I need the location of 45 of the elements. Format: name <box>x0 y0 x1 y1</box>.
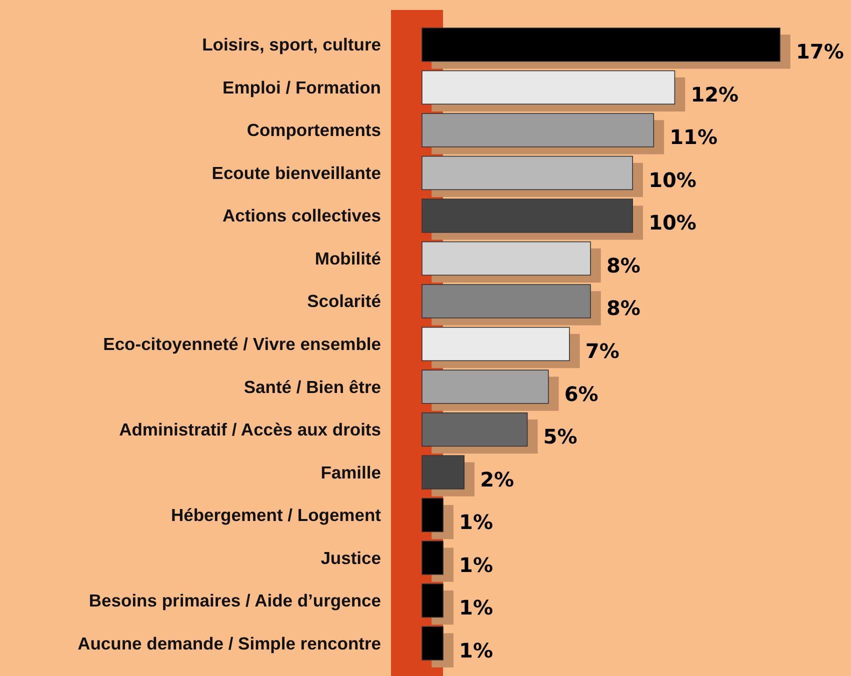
data-label: 6% <box>564 382 598 406</box>
y-tick-label: Emploi / Formation <box>222 77 381 98</box>
y-tick-label: Justice <box>320 548 382 568</box>
y-tick-label: Comportements <box>246 120 382 140</box>
bar <box>422 28 780 62</box>
bar <box>422 241 591 276</box>
bar <box>422 198 633 233</box>
y-tick-label: Santé / Bien être <box>244 376 382 397</box>
data-label: 10% <box>648 168 696 192</box>
bar <box>422 70 676 105</box>
data-label: 11% <box>670 125 718 150</box>
data-label: 1% <box>459 510 494 534</box>
bar <box>422 412 528 447</box>
bar <box>422 113 654 148</box>
bar <box>422 583 444 618</box>
y-tick-label: Scolarité <box>307 291 382 312</box>
data-label: 1% <box>459 596 494 620</box>
bar <box>422 370 549 404</box>
data-label: 8% <box>606 296 640 320</box>
y-tick-label: Ecoute bienveillante <box>212 162 382 183</box>
y-tick-label: Hébergement / Logement <box>170 505 382 526</box>
data-label: 17% <box>796 40 844 64</box>
bar <box>422 156 633 190</box>
data-label: 1% <box>459 638 494 662</box>
data-label: 5% <box>543 424 578 449</box>
y-tick-label: Actions collectives <box>222 206 382 226</box>
data-label: 12% <box>690 82 739 106</box>
bar <box>422 498 444 532</box>
data-label: 10% <box>648 210 696 235</box>
data-label: 1% <box>459 552 494 577</box>
data-label: 7% <box>585 339 620 363</box>
y-tick-label: Eco-citoyenneté / Vivre ensemble <box>103 334 382 354</box>
bar <box>422 626 444 660</box>
y-tick-label: Loisirs, sport, culture <box>202 34 382 55</box>
bar <box>422 540 444 575</box>
y-tick-label: Besoins primaires / Aide d’urgence <box>88 590 382 611</box>
y-tick-label: Aucune demande / Simple rencontre <box>78 633 382 654</box>
y-tick-label: Administratif / Accès aux droits <box>119 420 382 440</box>
y-tick-label: Mobilité <box>314 248 382 268</box>
y-tick-label: Famille <box>320 462 382 482</box>
data-label: 2% <box>480 467 514 492</box>
bar <box>422 284 591 318</box>
bar <box>422 455 465 490</box>
data-label: 8% <box>606 253 640 278</box>
bar <box>422 326 570 362</box>
